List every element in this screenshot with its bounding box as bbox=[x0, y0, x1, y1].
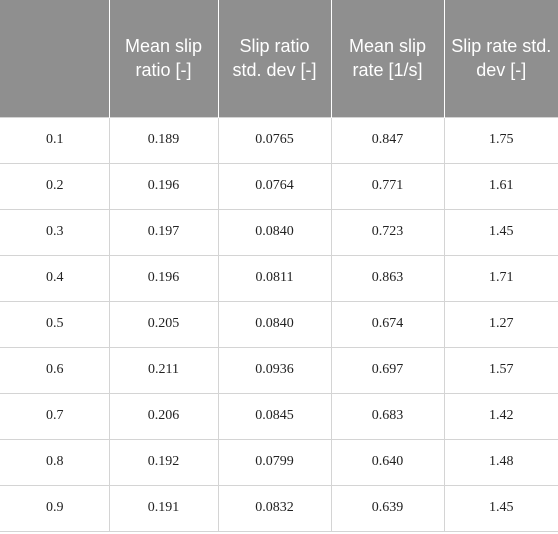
mean-slip-ratio-cell: 0.192 bbox=[108, 438, 219, 486]
mean-slip-ratio-cell: 0.189 bbox=[108, 116, 219, 164]
row-label-cell: 0.1 bbox=[0, 116, 110, 164]
row-label-cell: 0.6 bbox=[0, 346, 110, 394]
table-row: 0.1 0.189 0.0765 0.847 1.75 bbox=[0, 116, 558, 164]
mean-slip-rate-cell: 0.771 bbox=[330, 162, 445, 210]
row-label-cell: 0.2 bbox=[0, 162, 110, 210]
slip-ratio-std-dev-cell: 0.0840 bbox=[217, 208, 332, 256]
table-row: 0.5 0.205 0.0840 0.674 1.27 bbox=[0, 300, 558, 348]
mean-slip-rate-cell: 0.640 bbox=[330, 438, 445, 486]
table-row: 0.9 0.191 0.0832 0.639 1.45 bbox=[0, 484, 558, 532]
row-label-cell: 0.5 bbox=[0, 300, 110, 348]
mean-slip-rate-cell: 0.863 bbox=[330, 254, 445, 302]
mean-slip-rate-cell: 0.639 bbox=[330, 484, 445, 532]
table-body: 0.1 0.189 0.0765 0.847 1.75 0.2 0.196 0.0764 0.7… bbox=[0, 116, 558, 532]
slip-rate-std-dev-cell: 1.61 bbox=[443, 162, 558, 210]
slip-ratio-std-dev-cell: 0.0845 bbox=[217, 392, 332, 440]
slip-rate-std-dev-cell: 1.57 bbox=[443, 346, 558, 394]
slip-ratio-std-dev-cell: 0.0811 bbox=[217, 254, 332, 302]
mean-slip-ratio-cell: 0.197 bbox=[108, 208, 219, 256]
table-row: 0.4 0.196 0.0811 0.863 1.71 bbox=[0, 254, 558, 302]
mean-slip-rate-cell: 0.683 bbox=[330, 392, 445, 440]
header-cell-mean-slip-rate: Mean slip rate [1/s] bbox=[330, 0, 445, 117]
mean-slip-rate-cell: 0.697 bbox=[330, 346, 445, 394]
header-cell-mean-slip-ratio: Mean slip ratio [-] bbox=[108, 0, 219, 117]
header-cell-slip-rate-std-dev: Slip rate std. dev [-] bbox=[443, 0, 558, 117]
mean-slip-ratio-cell: 0.205 bbox=[108, 300, 219, 348]
row-label-cell: 0.8 bbox=[0, 438, 110, 486]
table-row: 0.8 0.192 0.0799 0.640 1.48 bbox=[0, 438, 558, 486]
table-row: 0.7 0.206 0.0845 0.683 1.42 bbox=[0, 392, 558, 440]
mean-slip-ratio-cell: 0.211 bbox=[108, 346, 219, 394]
table-row: 0.3 0.197 0.0840 0.723 1.45 bbox=[0, 208, 558, 256]
header-row: Mean slip ratio [-] Slip ratio std. dev … bbox=[0, 0, 558, 117]
slip-ratio-std-dev-cell: 0.0936 bbox=[217, 346, 332, 394]
slip-rate-std-dev-cell: 1.71 bbox=[443, 254, 558, 302]
slip-ratio-std-dev-cell: 0.0840 bbox=[217, 300, 332, 348]
row-label-cell: 0.3 bbox=[0, 208, 110, 256]
mean-slip-rate-cell: 0.847 bbox=[330, 116, 445, 164]
slip-ratio-std-dev-cell: 0.0799 bbox=[217, 438, 332, 486]
header-cell-row-label bbox=[0, 0, 110, 117]
mean-slip-ratio-cell: 0.206 bbox=[108, 392, 219, 440]
row-label-cell: 0.7 bbox=[0, 392, 110, 440]
slip-rate-std-dev-cell: 1.45 bbox=[443, 484, 558, 532]
row-label-cell: 0.4 bbox=[0, 254, 110, 302]
slip-rate-std-dev-cell: 1.27 bbox=[443, 300, 558, 348]
table-row: 0.2 0.196 0.0764 0.771 1.61 bbox=[0, 162, 558, 210]
row-label-cell: 0.9 bbox=[0, 484, 110, 532]
mean-slip-ratio-cell: 0.191 bbox=[108, 484, 219, 532]
mean-slip-ratio-cell: 0.196 bbox=[108, 162, 219, 210]
mean-slip-rate-cell: 0.723 bbox=[330, 208, 445, 256]
slip-ratio-std-dev-cell: 0.0765 bbox=[217, 116, 332, 164]
mean-slip-rate-cell: 0.674 bbox=[330, 300, 445, 348]
slip-ratio-std-dev-cell: 0.0764 bbox=[217, 162, 332, 210]
slip-ratio-std-dev-cell: 0.0832 bbox=[217, 484, 332, 532]
slip-rate-std-dev-cell: 1.48 bbox=[443, 438, 558, 486]
table-row: 0.6 0.211 0.0936 0.697 1.57 bbox=[0, 346, 558, 394]
header-cell-slip-ratio-std-dev: Slip ratio std. dev [-] bbox=[217, 0, 332, 117]
slip-rate-std-dev-cell: 1.75 bbox=[443, 116, 558, 164]
mean-slip-ratio-cell: 0.196 bbox=[108, 254, 219, 302]
table-header: Mean slip ratio [-] Slip ratio std. dev … bbox=[0, 0, 558, 117]
slip-rate-std-dev-cell: 1.45 bbox=[443, 208, 558, 256]
slip-rate-std-dev-cell: 1.42 bbox=[443, 392, 558, 440]
